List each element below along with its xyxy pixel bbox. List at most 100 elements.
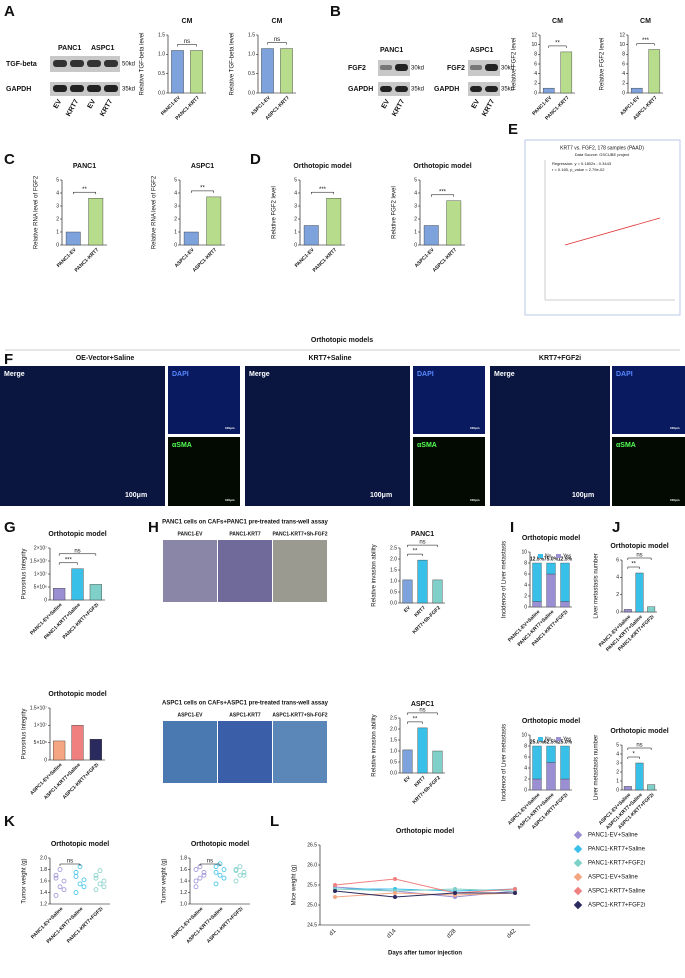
dot <box>237 864 243 870</box>
y-tick-label: 1.5 <box>158 32 165 38</box>
row-label: GAPDH <box>6 86 31 93</box>
sig-bracket <box>199 863 221 866</box>
sig-bracket <box>627 756 640 759</box>
legend-label: Yes <box>563 553 572 559</box>
y-tick-label: 10 <box>521 549 527 555</box>
row-label: FGF2 <box>447 65 465 72</box>
y-tick-label: 1.0 <box>180 901 187 907</box>
dot <box>213 869 219 875</box>
y-tick-label: 3 <box>616 760 619 766</box>
dot <box>93 887 99 893</box>
value-label: 25.0% <box>530 739 545 745</box>
x-tick-label: PANC1-EV+Saline <box>29 602 63 636</box>
bar <box>560 51 573 94</box>
chart-title: Orthotopic model <box>610 728 668 735</box>
scale-bar: 100μm <box>670 426 680 430</box>
bar <box>623 609 632 613</box>
dot <box>217 872 223 878</box>
bar <box>261 48 274 94</box>
cell-label: PANC1 <box>58 45 81 52</box>
chart-title: Orthotopic model <box>293 163 351 170</box>
y-tick-label: 0 <box>414 242 417 248</box>
x-tick-label: ASPC1-EV <box>174 247 196 269</box>
y-axis-label: Relative TGF-beta level <box>140 33 146 96</box>
scale-bar: 100μm <box>470 498 480 502</box>
y-tick-label: 1.6 <box>40 878 47 884</box>
size-label: 35kd <box>411 87 424 93</box>
chart-title: Orthotopic model <box>191 841 249 848</box>
legend-label: ASPC1-EV+Saline <box>588 875 639 881</box>
legend-swatch <box>573 872 583 882</box>
channel: αSMA <box>417 442 437 449</box>
y-tick-label: 8 <box>622 52 625 58</box>
h-title: PANC1 cells on CAFs+PANC1 pre-treated tr… <box>162 520 328 526</box>
y-tick-label: 1.5×10⁷ <box>30 705 47 711</box>
y-tick-label: 4 <box>174 190 177 196</box>
dot <box>61 878 67 884</box>
y-tick-label: 5 <box>294 177 297 183</box>
y-tick-label: 1.5×10⁷ <box>30 558 47 564</box>
y-tick-label: 2.5 <box>390 715 397 721</box>
series-point <box>333 883 337 887</box>
dot <box>61 887 67 893</box>
sig-label: ns <box>419 707 425 713</box>
sig-label: ** <box>413 549 418 555</box>
series-point <box>333 895 337 899</box>
panel-label: E <box>508 121 518 138</box>
sig-bracket <box>548 45 567 48</box>
y-axis-label: Relative FGF2 level <box>600 38 606 91</box>
sig-bracket <box>627 747 652 750</box>
bar <box>417 727 428 774</box>
x-tick-label: EV <box>403 775 412 784</box>
channel: DAPI <box>172 371 189 378</box>
lane-label: KRT7 <box>99 98 114 117</box>
legend-label: PANC1-EV+Saline <box>588 833 638 839</box>
dot <box>233 878 239 884</box>
y-tick-label: 2.0 <box>390 556 397 562</box>
scale-bar: 100μm <box>470 426 480 430</box>
sig-label: ** <box>413 716 418 722</box>
y-tick-label: 1.0 <box>390 578 397 584</box>
bar <box>446 200 462 246</box>
dot <box>241 872 247 878</box>
sig-bracket <box>636 43 655 46</box>
series-point <box>333 889 337 893</box>
y-tick-label: 8 <box>524 560 527 566</box>
x-tick-label: PANC1-EV <box>294 247 316 269</box>
dot <box>221 867 227 872</box>
y-tick-label: 0.5 <box>248 71 255 77</box>
dot <box>53 872 59 878</box>
x-tick-label: d1 <box>329 928 338 937</box>
bar-segment <box>560 745 570 780</box>
lane-label: KRT7 <box>481 98 496 117</box>
sig-bracket <box>627 566 640 569</box>
series-line <box>334 892 516 898</box>
panel-label: J <box>612 519 620 536</box>
y-axis-label: Relative invasion ability <box>372 714 378 776</box>
bar <box>71 568 84 601</box>
sig-bracket <box>191 190 214 193</box>
bar <box>542 87 555 94</box>
y-tick-label: 2 <box>56 216 59 222</box>
y-axis-label: Relative RNA level of FGF2 <box>152 175 158 249</box>
y-tick-label: 5×10⁶ <box>34 584 47 590</box>
y-tick-label: 1.8 <box>180 855 187 861</box>
dot <box>93 872 99 878</box>
y-tick-label: 0 <box>616 609 619 615</box>
chart-title: Orthotopic model <box>610 543 668 550</box>
x-tick-label: PANC1-KRT7 <box>74 247 101 274</box>
bar <box>648 49 661 94</box>
x-axis-label: Days after tumor injection <box>388 951 462 957</box>
channel: Merge <box>4 371 25 378</box>
y-tick-label: 2 <box>616 769 619 775</box>
y-tick-label: 2 <box>622 81 625 87</box>
dot <box>97 881 103 887</box>
y-tick-label: 6 <box>616 557 619 563</box>
x-tick-label: ASPC1-KRT7+FGF2i <box>206 906 245 945</box>
dot <box>193 884 199 890</box>
y-tick-label: 4 <box>414 190 417 196</box>
y-tick-label: 0 <box>534 90 537 96</box>
legend-label: No <box>545 553 552 559</box>
y-tick-label: 2×10⁷ <box>34 545 47 551</box>
bar <box>88 197 104 246</box>
